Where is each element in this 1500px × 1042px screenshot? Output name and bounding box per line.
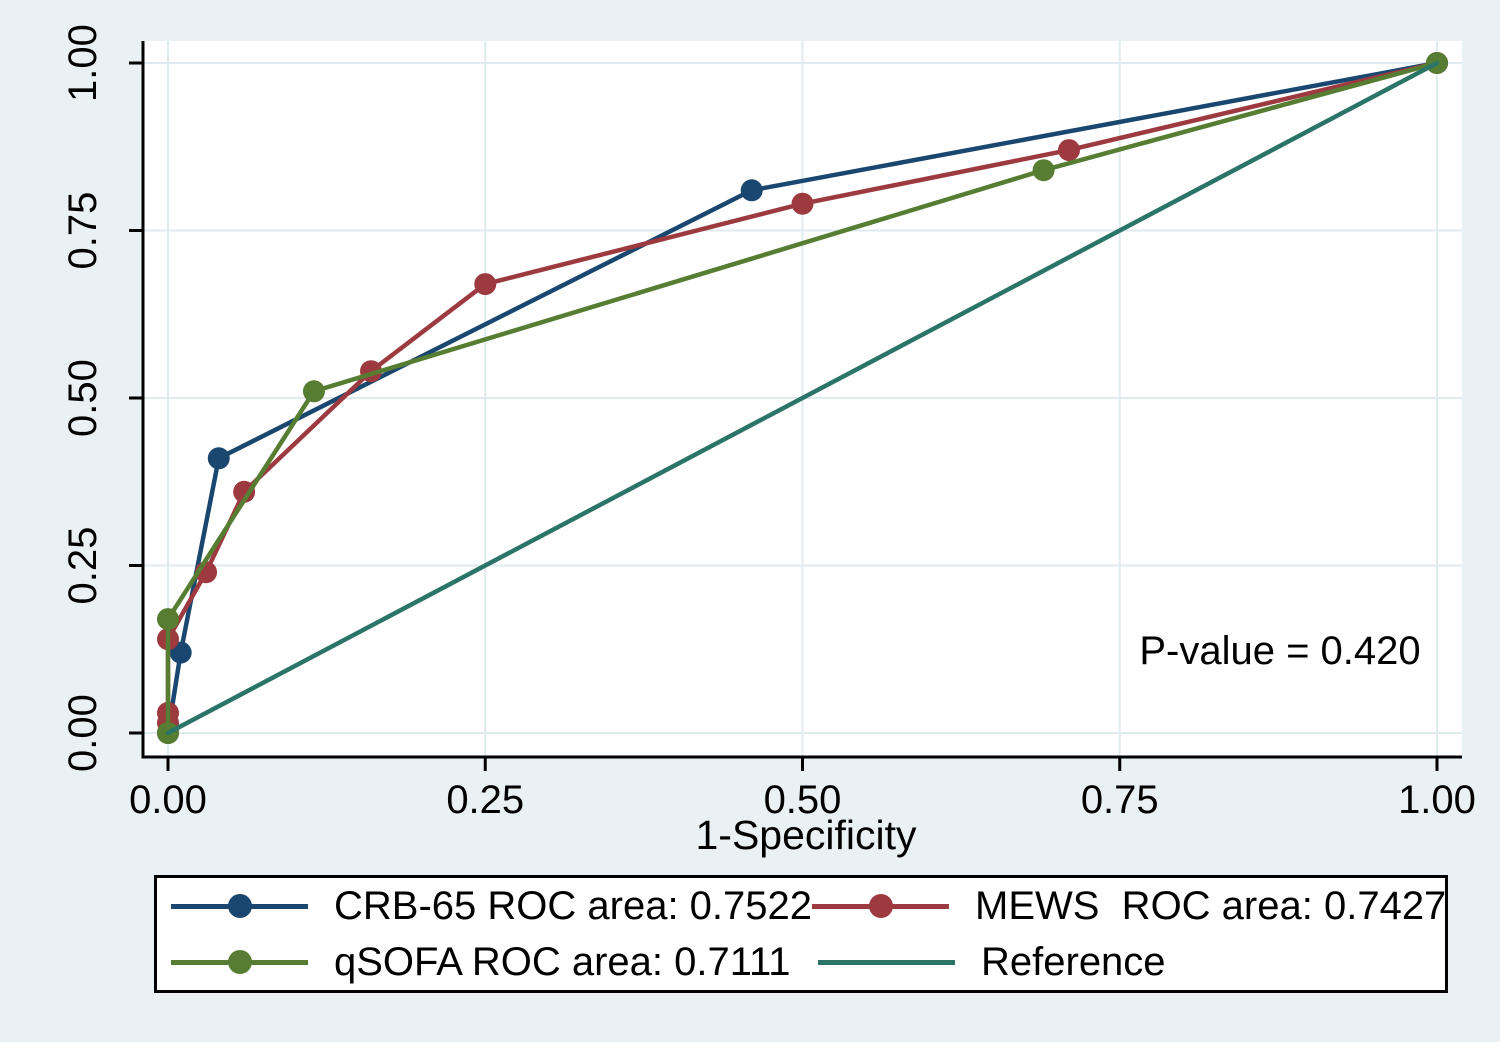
x-tick-label: 0.25 [446,778,524,822]
data-point-crb65 [207,447,230,470]
legend-row: qSOFA ROC area: 0.7111 Reference [157,938,1445,986]
y-tick-label: 0.25 [61,527,105,605]
data-point-mews [233,480,256,503]
legend-line-icon [818,959,955,965]
legend-marker-icon [868,894,893,918]
legend-entry-mews: MEWS ROC area: 0.7427 [812,884,1446,929]
data-point-crb65 [740,179,763,202]
legend-row: CRB-65 ROC area: 0.7522 MEWS ROC area: 0… [157,882,1446,930]
p-value-annotation: P-value = 0.420 [1139,629,1421,673]
data-point-qsofa [302,380,325,403]
legend-line-sample-mews [812,891,950,921]
legend-line-sample-crb65 [171,891,308,921]
legend-label-mews: MEWS ROC area: 0.7427 [975,883,1447,928]
data-point-mews [1057,139,1080,162]
y-tick-label: 0.75 [61,192,105,270]
legend-label-qsofa: qSOFA ROC area: 0.7111 [334,939,791,984]
y-tick-label: 0.50 [61,359,105,437]
roc-curve-reference [165,60,1440,736]
legend-entry-reference: Reference [818,940,1166,985]
y-tick-label: 1.00 [61,24,105,102]
x-axis-title: 1-Specificity [695,812,917,858]
data-point-qsofa [1032,159,1055,182]
legend-entry-crb65: CRB-65 ROC area: 0.7522 [157,884,812,929]
legend-marker-icon [227,894,252,918]
data-point-mews [474,273,497,296]
x-tick-label: 1.00 [1398,778,1476,822]
legend-entry-qsofa: qSOFA ROC area: 0.7111 [157,940,818,985]
y-tick-label: 0.00 [61,694,105,772]
legend-line-sample-reference [818,947,955,977]
legend-label-reference: Reference [981,939,1166,984]
data-point-qsofa [157,608,179,631]
x-tick-label: 0.50 [764,778,842,822]
x-tick-label: 0.00 [129,778,207,822]
data-point-mews [791,192,814,215]
legend: CRB-65 ROC area: 0.7522 MEWS ROC area: 0… [154,875,1448,993]
legend-label-crb65: CRB-65 ROC area: 0.7522 [334,883,813,928]
legend-line-sample-qsofa [171,947,308,977]
x-tick-label: 0.75 [1081,778,1159,822]
legend-marker-icon [227,950,252,974]
